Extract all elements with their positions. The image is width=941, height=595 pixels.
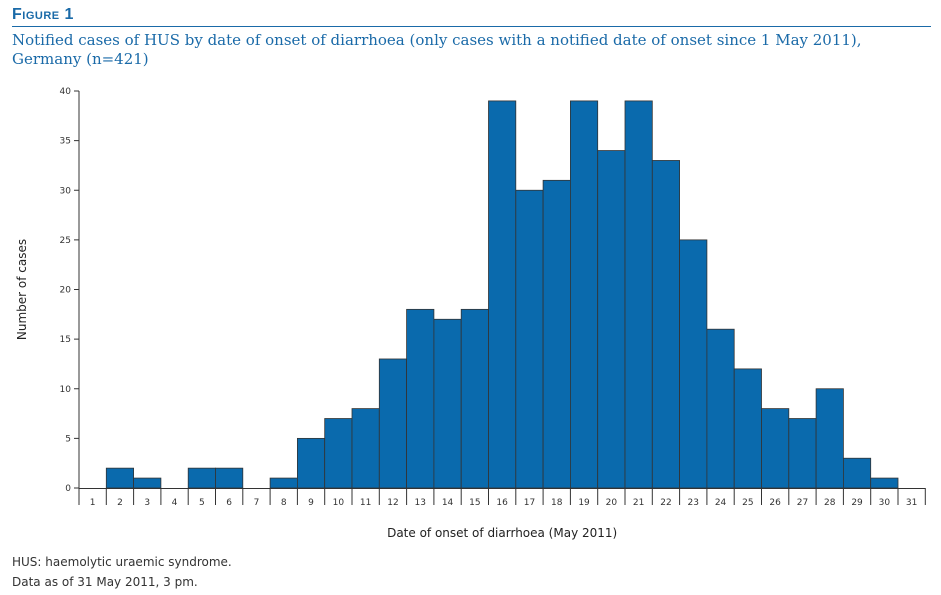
x-tick-label: 17 [524,498,535,508]
x-tick-label: 22 [660,498,671,508]
y-tick-label: 20 [60,286,72,296]
bar-day-2 [105,467,135,489]
bar-day-12 [378,358,407,489]
figure-divider [12,26,931,27]
x-tick-label: 19 [578,498,590,508]
bar-day-23 [679,239,708,489]
y-axis: 0 5 10 15 20 25 30 35 40 [60,87,80,494]
footnote-data-date: Data as of 31 May 2011, 3 pm. [12,575,198,589]
bar-day-28 [815,388,844,489]
bar-day-5 [187,467,216,489]
x-tick-label: 27 [797,498,808,508]
x-tick-label: 12 [387,498,398,508]
bar-day-14 [433,318,462,489]
bar-day-3 [133,477,162,489]
x-tick-label: 5 [199,498,205,508]
x-tick-label: 3 [144,498,150,508]
bar-day-17 [515,189,544,489]
bar-day-25 [733,368,762,489]
x-tick-label: 26 [769,498,781,508]
y-tick-label: 10 [60,385,72,395]
x-axis: 1 2 3 4 5 6 7 8 9 10 11 12 13 14 15 16 17 18 19 20 21 22 23 24 2… [78,488,926,508]
x-tick-label: 11 [360,498,371,508]
y-tick-label: 25 [60,236,71,246]
bar-day-6 [215,467,244,489]
bar-day-19 [570,100,599,489]
x-tick-label: 29 [851,498,863,508]
x-tick-label: 18 [551,498,563,508]
bar-day-11 [351,408,380,489]
bar-day-21 [624,100,653,489]
bar-day-20 [597,150,626,489]
bar-day-24 [706,328,735,489]
x-tick-label: 8 [281,498,287,508]
x-tick-label: 7 [254,498,260,508]
bar-day-22 [651,160,680,489]
y-tick-label: 15 [60,335,71,345]
bar-day-26 [761,408,790,489]
bar-day-27 [788,418,817,489]
bars [105,100,899,489]
x-tick-label: 15 [469,498,480,508]
y-tick-label: 35 [60,137,71,147]
bar-day-15 [460,308,489,489]
y-axis-title: Number of cases [15,239,29,340]
y-tick-label: 40 [60,87,72,97]
x-tick-label: 1 [90,498,96,508]
x-tick-label: 6 [226,498,232,508]
figure-title: Notified cases of HUS by date of onset o… [12,31,862,68]
x-tick-label: 20 [606,498,618,508]
x-tick-label: 24 [715,498,727,508]
bar-day-9 [296,437,326,489]
x-tick-label: 10 [333,498,345,508]
x-tick-label: 14 [442,498,454,508]
x-tick-label: 21 [633,498,644,508]
x-tick-label: 13 [415,498,426,508]
figure-label: Figure 1 [12,6,74,23]
y-tick-label: 0 [65,484,71,494]
x-tick-label: 25 [742,498,753,508]
footnote-abbreviation: HUS: haemolytic uraemic syndrome. [12,555,232,569]
bar-day-16 [488,100,517,489]
x-tick-label: 4 [172,498,178,508]
x-tick-label: 2 [117,498,123,508]
bar-day-18 [542,179,571,489]
bar-day-30 [870,477,899,489]
bar-day-10 [324,418,353,489]
y-tick-label: 5 [65,434,71,444]
bar-day-8 [269,477,298,489]
x-tick-label: 16 [496,498,508,508]
x-tick-label: 31 [906,498,917,508]
x-tick-label: 30 [879,498,891,508]
bar-day-29 [843,457,872,489]
x-tick-label: 9 [308,498,314,508]
x-tick-label: 23 [688,498,699,508]
x-tick-label: 28 [824,498,836,508]
x-axis-title: Date of onset of diarrhoea (May 2011) [387,526,617,540]
y-tick-label: 30 [60,186,72,196]
bar-day-13 [406,308,435,489]
